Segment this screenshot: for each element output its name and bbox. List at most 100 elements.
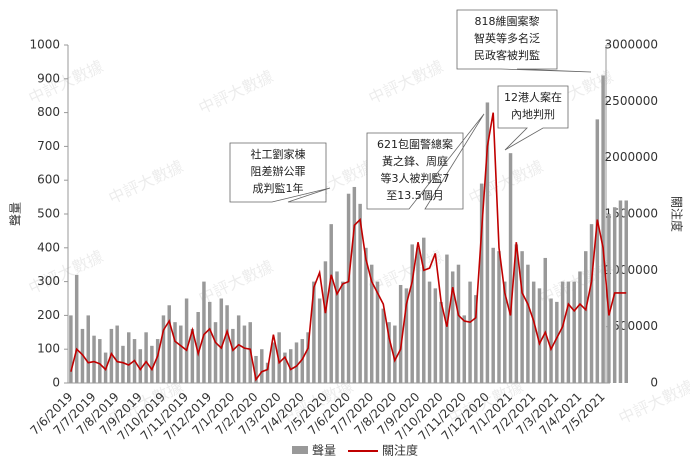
bar [416, 247, 420, 383]
bar [578, 271, 582, 383]
bar [427, 281, 432, 383]
bar [92, 335, 96, 383]
bar [503, 281, 507, 383]
y2-axis-title: 關注度 [670, 196, 685, 232]
callout-box [229, 142, 331, 203]
bar [144, 332, 148, 383]
y2-tick-label: 3000000 [605, 38, 658, 52]
y2-tick-label: 1000000 [605, 263, 658, 277]
bar [549, 298, 553, 383]
bar [543, 257, 547, 383]
annotation-text: 等3人被判監7 [381, 171, 450, 185]
bar [369, 264, 374, 383]
bar [445, 254, 449, 383]
bar [231, 328, 235, 383]
y-tick-label: 700 [37, 139, 60, 153]
bar [190, 328, 195, 383]
bar [560, 281, 565, 383]
y2-tick-label: 2500000 [605, 94, 658, 108]
bar [341, 281, 345, 383]
y-tick-label: 800 [37, 105, 60, 119]
bar [121, 345, 125, 383]
bar [404, 288, 409, 383]
annotation-text: 12港人案在 [504, 90, 562, 104]
bar [283, 352, 287, 383]
y-tick-label: 400 [37, 240, 60, 254]
bar [381, 308, 386, 383]
bar [595, 119, 600, 384]
bar [462, 315, 467, 383]
bar [288, 349, 293, 383]
bar [618, 200, 623, 383]
bar [69, 315, 73, 383]
bar [474, 295, 478, 383]
bar [236, 315, 241, 383]
bar [329, 224, 333, 383]
bar [531, 281, 536, 383]
y-tick-label: 500 [37, 207, 60, 221]
y2-tick-label: 1500000 [605, 207, 658, 221]
bar [422, 237, 426, 383]
bar [485, 102, 490, 384]
annotation-text: 智英等多名泛 [474, 31, 540, 45]
bar [317, 298, 322, 383]
y-tick-label: 300 [37, 274, 60, 288]
bar [497, 251, 501, 383]
bar [127, 332, 131, 383]
bar [520, 251, 524, 383]
y-tick-label: 0 [52, 376, 60, 390]
annotation-text: 成判監1年 [253, 181, 304, 195]
bar [323, 261, 328, 383]
bar [393, 325, 397, 383]
bar [410, 244, 414, 383]
bar [450, 271, 455, 383]
y-tick-label: 600 [37, 173, 60, 187]
bar [346, 193, 351, 383]
annotation-text: 至13.5個月 [386, 189, 444, 202]
bar [138, 349, 143, 383]
callout-box [497, 85, 569, 151]
bar [398, 284, 403, 383]
bar [491, 247, 495, 383]
bar [508, 153, 513, 383]
bar [572, 281, 576, 383]
bar [202, 281, 206, 383]
bar [254, 355, 258, 383]
bar [294, 342, 299, 383]
bar [387, 322, 391, 383]
bar [196, 312, 200, 383]
bar [607, 214, 611, 383]
bar [265, 362, 270, 383]
bar [584, 251, 588, 383]
legend-swatch [292, 446, 308, 454]
bar [219, 298, 224, 383]
bar [555, 301, 559, 383]
y2-tick-label: 0 [650, 376, 658, 390]
y-tick-label: 200 [37, 308, 60, 322]
bar [173, 322, 177, 383]
bar [155, 339, 160, 383]
bar [468, 281, 472, 383]
bar [179, 325, 183, 383]
bar [260, 349, 264, 383]
bar [184, 298, 189, 383]
bar [115, 325, 119, 383]
y2-tick-label: 2000000 [605, 150, 658, 164]
legend-label: 關注度 [382, 443, 418, 458]
y-tick-label: 100 [37, 342, 60, 356]
bar [456, 264, 461, 383]
bar [98, 339, 102, 383]
bar [514, 244, 519, 383]
bar [312, 281, 316, 383]
bar [242, 325, 247, 383]
bar [86, 315, 90, 383]
bar [624, 200, 628, 383]
bar [566, 281, 571, 383]
annotation-text: 民政客被判監 [474, 48, 540, 62]
bar [161, 315, 166, 383]
bar [375, 281, 380, 383]
bar [601, 75, 605, 384]
annotation-text: 社工劉家棟 [251, 147, 306, 161]
